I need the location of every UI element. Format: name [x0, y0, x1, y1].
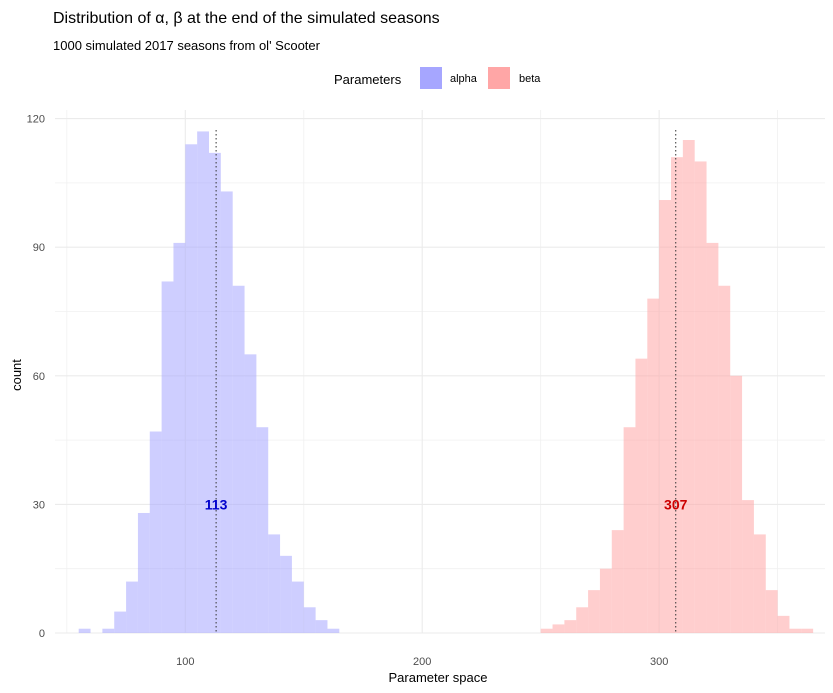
bar-beta [611, 530, 624, 633]
legend-label-alpha: alpha [450, 73, 478, 85]
x-axis-ticks: 100 200 300 [176, 656, 668, 668]
chart-subtitle: 1000 simulated 2017 seasons from ol' Sco… [53, 38, 321, 53]
bar-alpha [268, 534, 281, 633]
y-axis-ticks: 0 30 60 90 120 [27, 114, 45, 640]
legend-label-beta: beta [519, 73, 541, 85]
chart-title: Distribution of α, β at the end of the s… [53, 10, 440, 27]
bar-alpha [126, 581, 138, 633]
bar-beta [588, 590, 600, 633]
bar-beta [801, 628, 814, 633]
y-tick-label: 60 [33, 371, 45, 383]
bar-beta [789, 628, 802, 633]
bar-alpha [114, 611, 127, 633]
bar-alpha [173, 242, 186, 634]
legend-swatch-alpha [420, 67, 442, 89]
x-tick-label: 100 [176, 656, 194, 668]
bar-beta [576, 607, 589, 633]
bar-beta [635, 358, 648, 633]
bar-alpha [232, 285, 245, 633]
x-tick-label: 200 [413, 656, 431, 668]
bar-alpha [220, 191, 233, 634]
bar-beta [730, 375, 743, 633]
bar-alpha [291, 581, 304, 633]
bar-beta [671, 157, 683, 633]
bar-alpha [315, 620, 328, 633]
bar-alpha [185, 144, 198, 633]
mean-markers: 113 307 [205, 130, 688, 633]
bar-beta [647, 298, 660, 633]
y-axis-title: count [9, 359, 24, 391]
y-tick-label: 90 [33, 242, 45, 254]
bar-beta [694, 161, 707, 633]
legend: Parameters alpha beta [334, 67, 541, 89]
legend-title: Parameters [334, 72, 402, 87]
mean-label-alpha: 113 [205, 496, 228, 512]
bar-beta [659, 200, 671, 633]
bar-beta [777, 615, 790, 633]
bar-beta [753, 534, 766, 633]
bar-alpha [303, 607, 316, 633]
bar-alpha [209, 152, 221, 634]
bar-alpha [197, 131, 209, 633]
bar-beta [623, 427, 636, 633]
y-tick-label: 30 [33, 499, 45, 511]
legend-swatch-beta [488, 67, 510, 89]
y-tick-label: 0 [39, 628, 45, 640]
bar-beta [552, 624, 565, 633]
bar-alpha [280, 555, 292, 633]
y-tick-label: 120 [27, 114, 45, 126]
bar-alpha [149, 431, 162, 633]
histogram-bars [78, 131, 814, 634]
bar-alpha [161, 281, 174, 633]
bar-alpha [244, 354, 257, 633]
bar-beta [682, 140, 695, 634]
bar-beta [599, 568, 612, 633]
bar-alpha [137, 512, 150, 633]
bar-alpha [256, 427, 269, 633]
mean-label-beta: 307 [664, 496, 688, 512]
x-axis-title: Parameter space [389, 670, 488, 685]
bar-alpha [327, 628, 340, 633]
bar-beta [564, 620, 577, 633]
bar-alpha [78, 628, 91, 633]
bar-beta [540, 628, 553, 633]
bar-beta [765, 590, 778, 633]
bar-beta [706, 242, 719, 634]
bar-beta [742, 500, 754, 633]
bar-alpha [102, 628, 115, 633]
x-tick-label: 300 [650, 656, 668, 668]
bar-beta [718, 285, 731, 633]
